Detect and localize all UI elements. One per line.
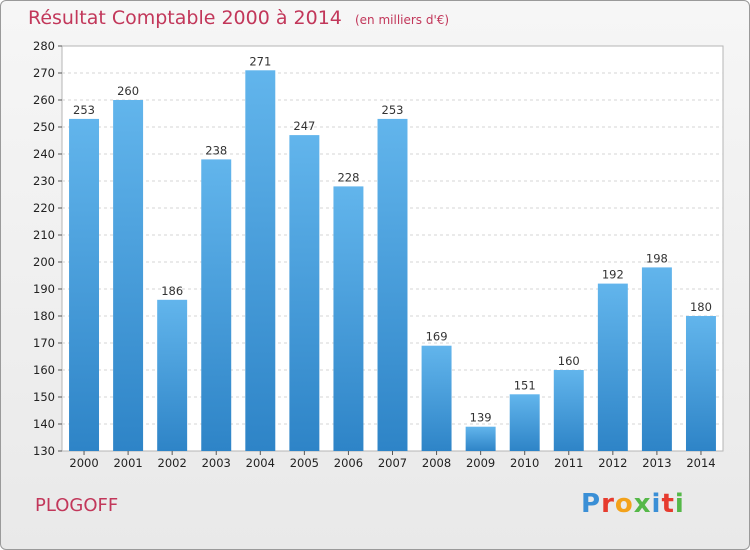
y-tick-label: 160 <box>33 363 55 377</box>
x-tick-label: 2002 <box>158 456 187 470</box>
x-tick-label: 2003 <box>202 456 231 470</box>
data-label: 238 <box>205 143 227 157</box>
proxiti-logo: Proxiti <box>581 489 685 519</box>
bar-2008 <box>421 345 452 451</box>
bar-2011 <box>553 370 584 451</box>
y-tick-label: 220 <box>33 201 55 215</box>
bar-2003 <box>201 159 232 451</box>
chart-title: Résultat Comptable 2000 à 2014 <box>28 7 342 29</box>
y-tick-label: 200 <box>33 255 55 269</box>
y-tick-label: 130 <box>33 444 55 458</box>
y-tick-label: 210 <box>33 228 55 242</box>
x-axis: 2000 2001 2002 2003 2004 2005 2006 2007 2008 2009… <box>69 451 716 470</box>
data-label: 169 <box>426 330 448 344</box>
x-tick-label: 2012 <box>598 456 627 470</box>
data-label: 151 <box>514 378 536 392</box>
x-tick-label: 2001 <box>113 456 142 470</box>
y-tick-label: 190 <box>33 282 55 296</box>
x-tick-label: 2009 <box>466 456 495 470</box>
x-tick-label: 2011 <box>554 456 583 470</box>
y-tick-label: 280 <box>33 39 55 53</box>
x-tick-label: 2013 <box>642 456 671 470</box>
bar-2001 <box>113 100 144 451</box>
chart-subtitle: (en milliers d'€) <box>354 13 450 27</box>
x-tick-label: 2014 <box>686 456 715 470</box>
bar-2012 <box>597 283 628 451</box>
y-tick-label: 150 <box>33 390 55 404</box>
y-tick-label: 140 <box>33 417 55 431</box>
y-tick-label: 260 <box>33 93 55 107</box>
data-label: 160 <box>558 354 580 368</box>
x-tick-label: 2006 <box>334 456 363 470</box>
bar-2006 <box>333 186 364 451</box>
bar-2007 <box>377 118 408 452</box>
chart-title-block: Résultat Comptable 2000 à 2014 (en milli… <box>28 7 449 29</box>
y-tick-label: 240 <box>33 147 55 161</box>
x-tick-label: 2008 <box>422 456 451 470</box>
data-label: 198 <box>646 251 668 265</box>
x-tick-label: 2010 <box>510 456 539 470</box>
data-label: 139 <box>470 411 492 425</box>
commune-name: PLOGOFF <box>35 495 119 516</box>
data-label: 228 <box>337 170 359 184</box>
bars: 253 260 186 238 271 247 228 253 169 139 151 160 192 1… <box>69 54 716 452</box>
bar-2014 <box>685 316 716 451</box>
y-tick-label: 250 <box>33 120 55 134</box>
y-tick-label: 230 <box>33 174 55 188</box>
logo-letter: r <box>601 489 615 519</box>
logo-letter: i <box>651 489 662 519</box>
bar-2004 <box>245 70 276 452</box>
bar-2005 <box>289 135 320 451</box>
data-label: 271 <box>249 54 271 68</box>
bar-2000 <box>69 118 100 452</box>
x-tick-label: 2004 <box>246 456 275 470</box>
bar-2013 <box>641 267 672 451</box>
logo-letter: i <box>674 489 685 519</box>
data-label: 186 <box>161 284 183 298</box>
logo-letter: o <box>614 489 634 519</box>
y-tick-label: 170 <box>33 336 55 350</box>
logo-letter: P <box>581 489 602 519</box>
data-label: 253 <box>382 103 404 117</box>
data-label: 260 <box>117 84 139 98</box>
bar-2009 <box>465 426 496 451</box>
y-axis: 130 140 150 160 170 180 190 200 210 220 230 240 250 2… <box>33 39 62 458</box>
x-tick-label: 2005 <box>290 456 319 470</box>
y-tick-label: 180 <box>33 309 55 323</box>
y-tick-label: 270 <box>33 66 55 80</box>
bar-2002 <box>157 299 188 451</box>
data-label: 247 <box>293 119 315 133</box>
data-label: 253 <box>73 103 95 117</box>
logo-letter: x <box>633 489 652 519</box>
x-tick-label: 2007 <box>378 456 407 470</box>
x-tick-label: 2000 <box>69 456 98 470</box>
data-label: 180 <box>690 300 712 314</box>
bar-2010 <box>509 394 540 451</box>
logo-letter: t <box>661 489 675 519</box>
data-label: 192 <box>602 268 624 282</box>
